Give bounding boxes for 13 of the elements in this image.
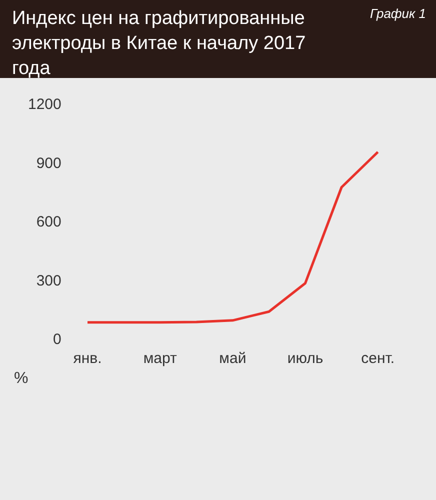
- x-tick-label: май: [219, 350, 246, 368]
- text: График 1: [370, 6, 426, 21]
- x-tick-label: март: [143, 350, 177, 368]
- y-axis-title: %: [14, 370, 28, 388]
- y-tick-label: 900: [36, 154, 62, 172]
- y-tick-label: 300: [36, 272, 62, 290]
- y-tick-label: 600: [36, 214, 62, 231]
- x-tick-label: янв.: [73, 350, 102, 368]
- x-tick-label: сент.: [361, 350, 395, 368]
- x-tick-label: июль: [287, 350, 324, 368]
- y-tick-label: 1200: [28, 96, 62, 114]
- chart-title: Индекс цен на графитированные электроды в Китае к началу 2017 года: [12, 7, 307, 81]
- y-tick-label: 0: [53, 331, 62, 348]
